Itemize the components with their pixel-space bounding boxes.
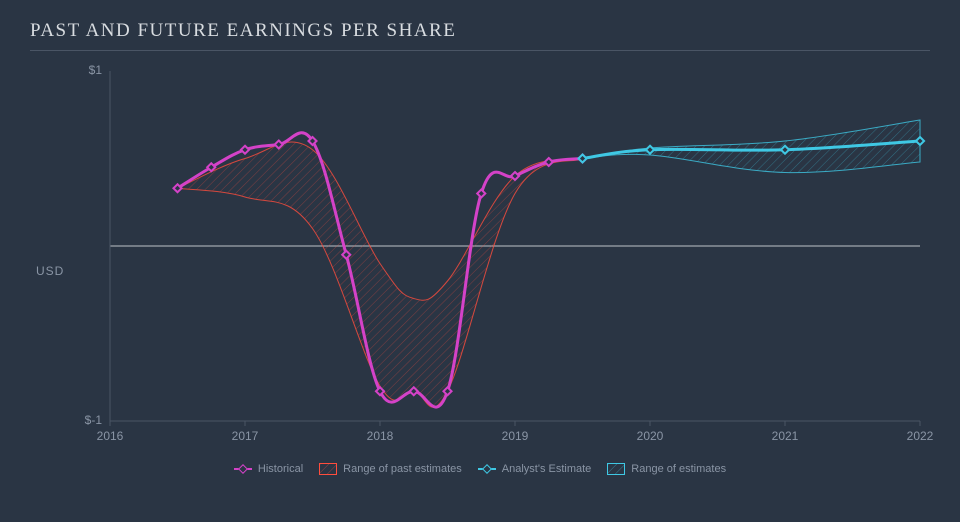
future-range-area — [583, 120, 921, 173]
y-tick-label: $1 — [62, 63, 102, 77]
legend-item-estimate: Analyst's Estimate — [478, 463, 592, 475]
legend-swatch-line — [234, 464, 252, 474]
historical-marker — [241, 146, 249, 154]
legend-label: Analyst's Estimate — [502, 463, 592, 475]
chart-legend: Historical Range of past estimates Analyst… — [30, 463, 930, 475]
legend-item-historical: Historical — [234, 463, 303, 475]
legend-item-past_range: Range of past estimates — [319, 463, 462, 475]
legend-swatch-hatch — [319, 463, 337, 475]
legend-label: Range of past estimates — [343, 463, 462, 475]
legend-swatch-line — [478, 464, 496, 474]
x-tick-label: 2020 — [637, 429, 664, 443]
estimate-marker — [578, 155, 586, 163]
past-range-area — [178, 142, 583, 407]
x-tick-label: 2019 — [502, 429, 529, 443]
x-tick-label: 2017 — [232, 429, 259, 443]
plot-region — [110, 71, 920, 421]
chart-area: USD $1$-12016201720182019202020212022 Hi… — [30, 61, 930, 481]
x-tick-label: 2022 — [907, 429, 934, 443]
x-tick-label: 2021 — [772, 429, 799, 443]
y-tick-label: $-1 — [62, 413, 102, 427]
legend-item-future_range: Range of estimates — [607, 463, 726, 475]
legend-swatch-hatch — [607, 463, 625, 475]
y-axis-title: USD — [36, 264, 64, 278]
legend-label: Range of estimates — [631, 463, 726, 475]
legend-label: Historical — [258, 463, 303, 475]
chart-title: PAST AND FUTURE EARNINGS PER SHARE — [30, 20, 930, 51]
x-tick-label: 2016 — [97, 429, 124, 443]
historical-marker — [477, 190, 485, 198]
x-tick-label: 2018 — [367, 429, 394, 443]
